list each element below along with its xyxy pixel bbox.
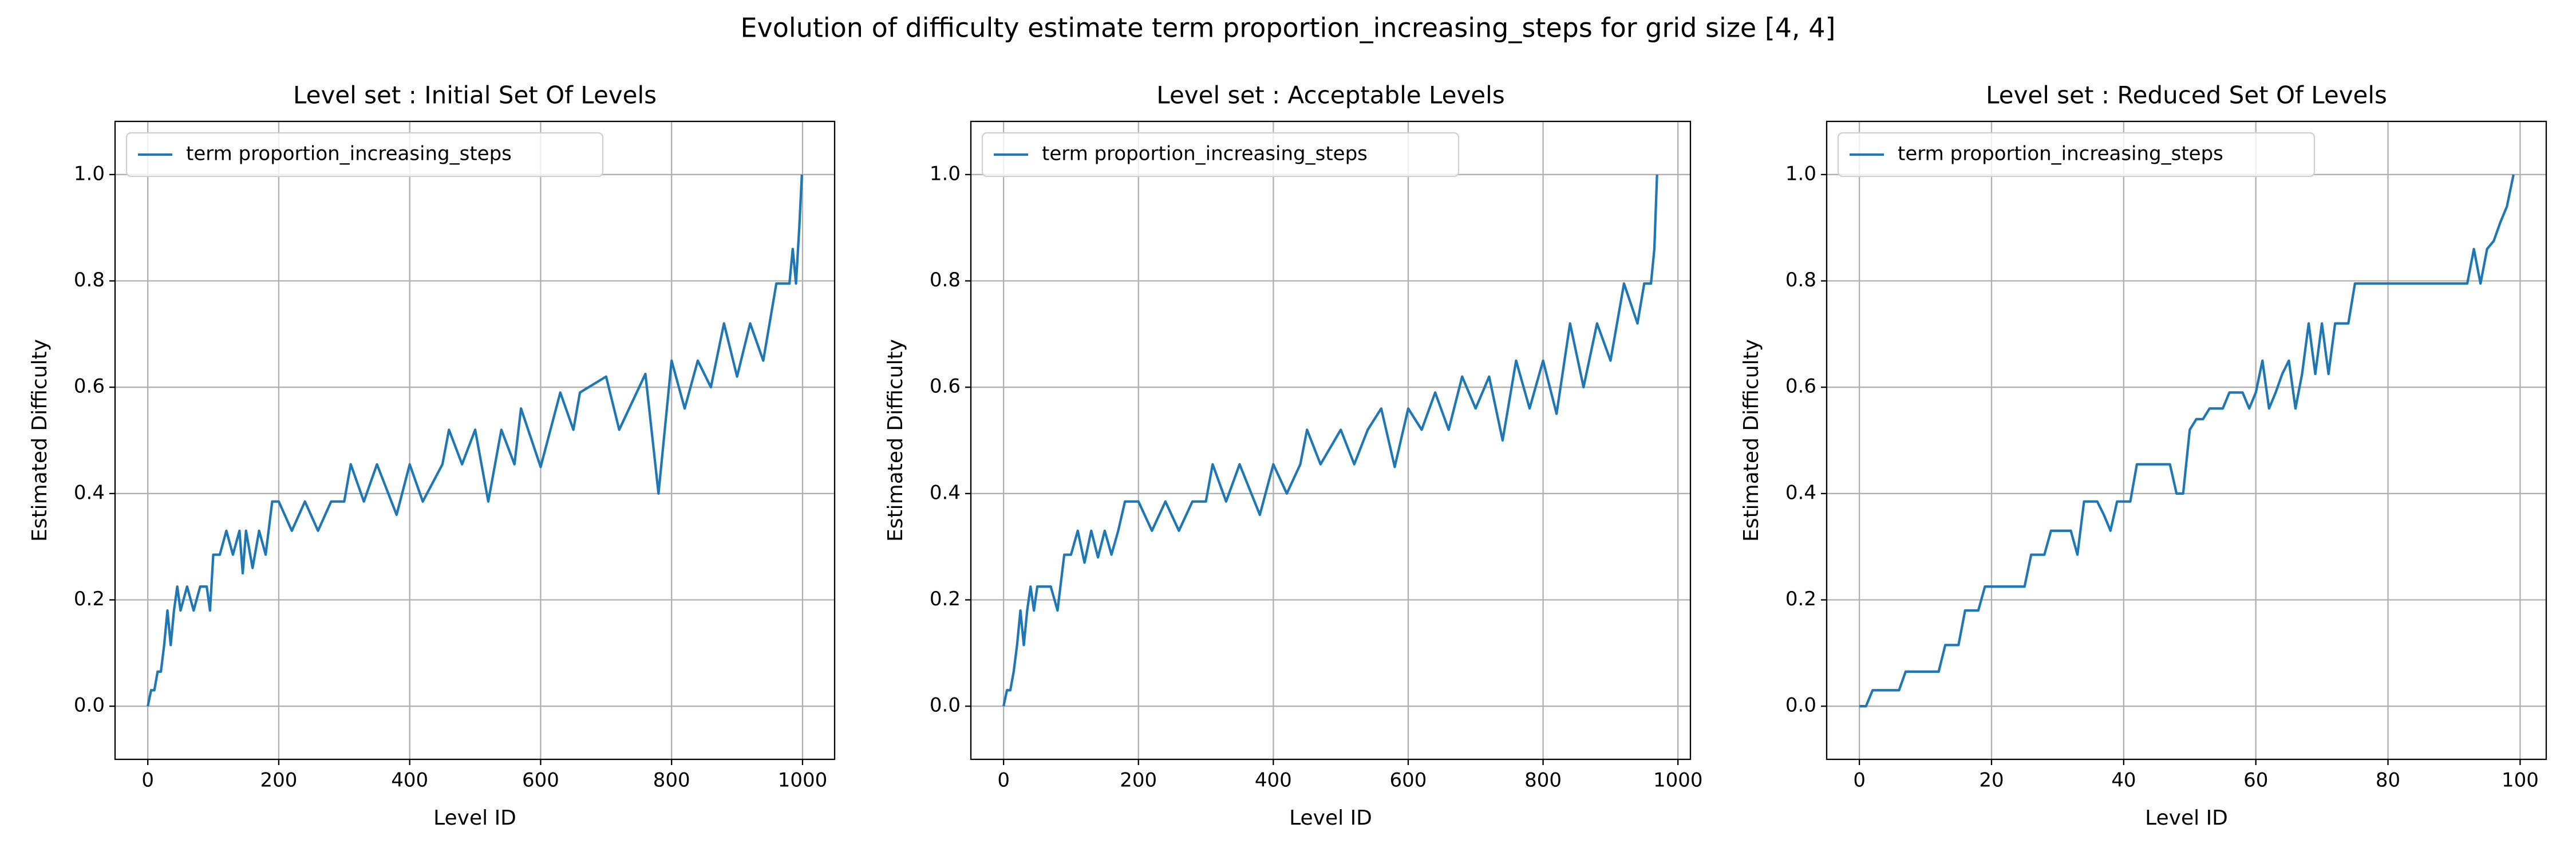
y-tick-label: 0.0 — [1785, 694, 1816, 717]
y-tick-label: 0.2 — [930, 588, 961, 610]
y-tick-label: 0.2 — [1785, 588, 1816, 610]
data-line — [147, 174, 803, 707]
x-tick-label: 1000 — [1653, 769, 1703, 792]
axes-frame — [1826, 120, 2547, 761]
x-tick-label: 600 — [1390, 769, 1427, 792]
y-tick-label: 1.0 — [1785, 162, 1816, 185]
axes-title: Level set : Initial Set Of Levels — [293, 81, 657, 109]
y-tick-label: 0.2 — [74, 588, 105, 610]
x-tick-label: 0 — [1853, 769, 1866, 792]
y-tick-label: 0.8 — [930, 269, 961, 291]
x-tick-label: 0 — [997, 769, 1010, 792]
legend-label: term proportion_increasing_steps — [1898, 143, 2223, 166]
legend-label: term proportion_increasing_steps — [1042, 143, 1368, 166]
axes-title: Level set : Acceptable Levels — [1156, 81, 1504, 109]
axes-frame — [970, 120, 1692, 761]
x-axis-label: Level ID — [433, 806, 516, 830]
x-tick-label: 40 — [2111, 769, 2136, 792]
axes-frame — [114, 120, 836, 761]
legend-box — [125, 132, 604, 178]
legend-label: term proportion_increasing_steps — [186, 143, 512, 166]
y-axis-label: Estimated Difficulty — [1740, 339, 1763, 542]
y-tick-label: 0.0 — [930, 694, 961, 717]
figure-title: Evolution of difficulty estimate term pr… — [740, 13, 1835, 44]
x-tick-label: 20 — [1979, 769, 2004, 792]
y-tick-label: 0.8 — [74, 269, 105, 291]
x-tick-label: 600 — [522, 769, 559, 792]
data-line — [1859, 174, 2515, 708]
x-axis-label: Level ID — [2145, 806, 2228, 830]
y-axis-label: Estimated Difficulty — [884, 339, 907, 542]
x-tick-label: 0 — [141, 769, 154, 792]
x-tick-label: 400 — [1255, 769, 1292, 792]
y-axis-label: Estimated Difficulty — [28, 339, 52, 542]
y-tick-label: 0.4 — [74, 481, 105, 504]
y-tick-label: 0.8 — [1785, 269, 1816, 291]
x-tick-label: 100 — [2502, 769, 2539, 792]
x-tick-label: 200 — [260, 769, 297, 792]
axes-title: Level set : Reduced Set Of Levels — [1986, 81, 2387, 109]
data-line — [1002, 174, 1658, 707]
y-tick-label: 0.6 — [74, 375, 105, 398]
x-tick-label: 800 — [1524, 769, 1562, 792]
x-tick-label: 1000 — [778, 769, 828, 792]
y-tick-label: 0.4 — [1785, 481, 1816, 504]
x-tick-label: 200 — [1120, 769, 1157, 792]
x-tick-label: 80 — [2376, 769, 2400, 792]
y-tick-label: 0.6 — [1785, 375, 1816, 398]
legend-box — [981, 132, 1460, 178]
x-tick-label: 800 — [653, 769, 690, 792]
y-tick-label: 0.6 — [930, 375, 961, 398]
y-tick-label: 1.0 — [74, 162, 105, 185]
legend-box — [1837, 132, 2316, 178]
x-tick-label: 60 — [2243, 769, 2268, 792]
y-tick-label: 1.0 — [930, 162, 961, 185]
x-axis-label: Level ID — [1289, 806, 1372, 830]
y-tick-label: 0.4 — [930, 481, 961, 504]
y-tick-label: 0.0 — [74, 694, 105, 717]
x-tick-label: 400 — [391, 769, 428, 792]
